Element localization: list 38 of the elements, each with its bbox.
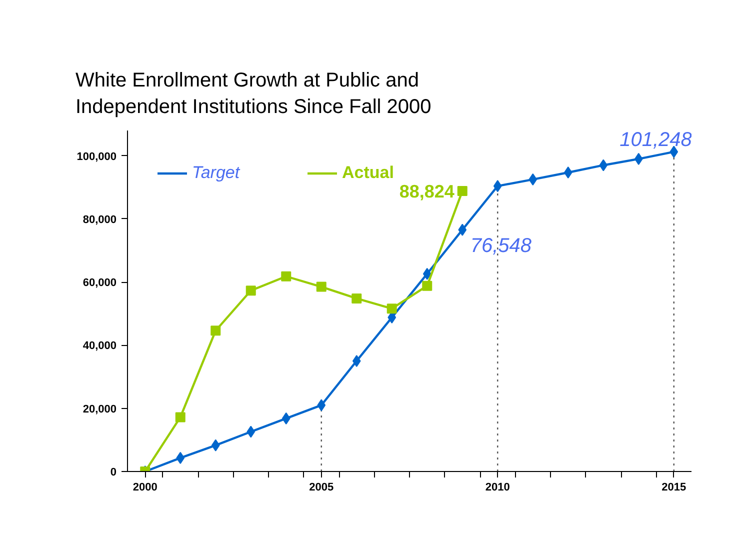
point [210, 326, 221, 336]
y-tick-label: 80,000 [82, 214, 117, 226]
x-tick-label: 2000 [132, 482, 158, 494]
x-tick-label: 2015 [662, 482, 686, 494]
point [211, 439, 220, 452]
point [386, 304, 397, 314]
point [422, 268, 432, 280]
point [564, 166, 572, 178]
point [599, 159, 608, 172]
point [316, 282, 326, 292]
data-label: 101,248 [620, 128, 692, 151]
y-tick-label: 20,000 [82, 403, 117, 416]
x-tick-label: 2010 [485, 482, 510, 494]
point [634, 152, 643, 165]
x-tick-label: 2005 [309, 482, 334, 494]
point [493, 180, 502, 192]
point [457, 186, 468, 196]
point [528, 173, 538, 186]
point [246, 426, 256, 438]
point [176, 452, 185, 464]
point [282, 412, 290, 424]
point [246, 286, 256, 296]
point [422, 280, 432, 291]
y-tick-label: 0 [110, 466, 117, 478]
point [317, 399, 326, 412]
chart-title: White Enrollment Growth at Public and Independent Institutions Since Fall 2000 [76, 70, 432, 118]
y-tick-label: 100,000 [76, 150, 117, 163]
data-label: 76,548 [470, 234, 532, 257]
legend-label: Actual [342, 163, 394, 183]
point [352, 354, 361, 367]
y-tick-label: 60,000 [82, 277, 117, 290]
legend-label: Target [192, 163, 240, 183]
point [352, 293, 362, 304]
point [458, 224, 467, 236]
data-label: 88,824 [399, 182, 454, 202]
point [281, 271, 292, 282]
point [175, 412, 186, 422]
y-tick-label: 40,000 [82, 340, 117, 352]
